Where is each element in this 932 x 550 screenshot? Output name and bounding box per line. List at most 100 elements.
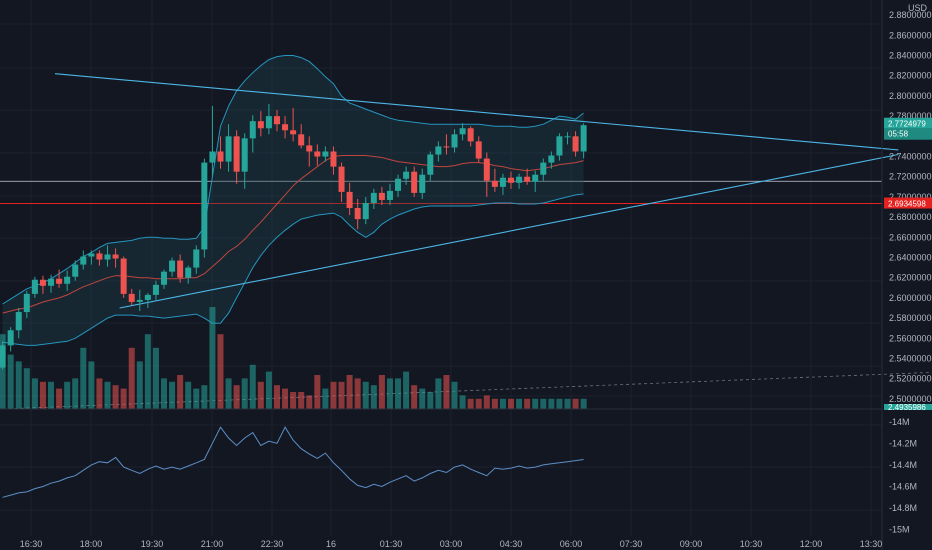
candle bbox=[346, 182, 353, 216]
candle-body bbox=[306, 145, 313, 152]
time-tick-label: 04:30 bbox=[500, 539, 523, 549]
candle-body bbox=[152, 284, 159, 295]
price-tick-label: 2.8000000 bbox=[889, 91, 932, 101]
volume-bar bbox=[386, 378, 393, 409]
volume-bar bbox=[48, 381, 55, 409]
volume-bar bbox=[273, 385, 280, 409]
candle bbox=[128, 288, 135, 305]
price-tick-label: 2.6400000 bbox=[889, 253, 932, 263]
price-tick-label: 2.6800000 bbox=[889, 212, 932, 222]
price-tick-label: 2.8400000 bbox=[889, 51, 932, 61]
candle bbox=[249, 115, 256, 153]
candle-body bbox=[112, 254, 119, 259]
volume-bar bbox=[152, 347, 159, 409]
candle bbox=[395, 174, 402, 197]
candle-body bbox=[483, 158, 490, 181]
candle bbox=[419, 168, 426, 199]
candle-body bbox=[128, 293, 135, 302]
volume-bar bbox=[56, 388, 63, 409]
bollinger-lower bbox=[2, 193, 584, 346]
price-tick-label: 2.8200000 bbox=[889, 71, 932, 81]
candle-body bbox=[0, 345, 6, 368]
dashed-trendline[interactable] bbox=[2, 363, 932, 410]
volume-bar bbox=[39, 381, 46, 409]
candle-body bbox=[7, 330, 14, 346]
candle-body bbox=[201, 162, 208, 250]
candle bbox=[217, 136, 224, 169]
candle-body bbox=[386, 190, 393, 200]
candle bbox=[104, 245, 111, 267]
trendline-1[interactable] bbox=[55, 73, 899, 151]
candle-body bbox=[330, 151, 337, 167]
candle-body bbox=[395, 178, 402, 191]
candle-body bbox=[104, 254, 111, 260]
trendlines[interactable] bbox=[2, 73, 932, 410]
volume-bar bbox=[282, 388, 289, 409]
volume-bar bbox=[395, 378, 402, 409]
volume-bar bbox=[23, 368, 30, 409]
time-tick-label: 22:30 bbox=[261, 539, 284, 549]
trendline-2[interactable] bbox=[119, 153, 899, 309]
volume-bar bbox=[161, 378, 167, 409]
candle-body bbox=[516, 176, 523, 183]
candle bbox=[306, 136, 313, 167]
candle bbox=[209, 106, 216, 177]
indicator-tick-label: -14.6M bbox=[889, 481, 917, 491]
volume-bar bbox=[346, 375, 353, 409]
volume-bar bbox=[580, 398, 587, 409]
candle-body bbox=[265, 116, 272, 129]
price-axis[interactable]: 2.8800000 2.8600000 2.8400000 2.8200000 2.80… bbox=[889, 10, 932, 404]
volume-bar bbox=[564, 398, 571, 409]
volume-bar bbox=[209, 307, 216, 409]
candle bbox=[411, 166, 418, 197]
candle bbox=[64, 270, 71, 291]
last-price-badge bbox=[884, 117, 932, 129]
price-tick-label: 2.6600000 bbox=[889, 232, 932, 242]
indicator-tick-label: -14.4M bbox=[889, 460, 917, 470]
volume-bar bbox=[532, 398, 539, 409]
candle-body bbox=[443, 146, 450, 148]
volume-bar bbox=[96, 378, 103, 409]
volume-bar bbox=[136, 361, 143, 409]
candle-body bbox=[475, 141, 482, 159]
volume-bar bbox=[540, 398, 547, 409]
candle bbox=[161, 269, 167, 289]
volume-bar bbox=[451, 381, 458, 409]
candle-body bbox=[508, 177, 515, 183]
candle-body bbox=[31, 279, 38, 294]
candle-body bbox=[241, 138, 248, 172]
volume-bar bbox=[120, 388, 127, 409]
candle bbox=[112, 248, 119, 268]
candle bbox=[467, 126, 474, 147]
candle bbox=[451, 129, 458, 153]
candle-body bbox=[120, 258, 127, 294]
candle bbox=[273, 110, 280, 132]
candle-body bbox=[499, 177, 506, 187]
volume-bar bbox=[298, 392, 305, 409]
candle bbox=[532, 170, 539, 192]
countdown-badge bbox=[884, 128, 932, 140]
time-axis[interactable]: 16:30 18:00 19:30 21:00 22:30 16 01:30 03:00 04:… bbox=[20, 539, 883, 549]
volume-bar bbox=[314, 375, 321, 409]
candle-body bbox=[362, 202, 369, 220]
red-level-text: 2.6934598 bbox=[888, 200, 926, 209]
candle-body bbox=[233, 136, 240, 172]
price-tick-label: 2.5800000 bbox=[889, 313, 932, 323]
candle bbox=[322, 146, 329, 162]
candle-body bbox=[548, 155, 555, 163]
volume-bar bbox=[185, 381, 192, 409]
volume-bar bbox=[177, 375, 184, 409]
time-tick-label: 12:00 bbox=[800, 539, 823, 549]
price-tick-label: 2.8600000 bbox=[889, 30, 932, 40]
volume-bar bbox=[338, 381, 345, 409]
price-tick-label: 2.8800000 bbox=[889, 10, 932, 20]
volume-bar bbox=[233, 385, 240, 409]
candle-body bbox=[193, 249, 200, 268]
price-tick-label: 2.5000000 bbox=[889, 394, 932, 404]
candle bbox=[39, 275, 46, 294]
candle bbox=[169, 257, 176, 277]
indicator-axis[interactable]: -14M -14.2M -14.4M -14.6M -14.8M -15M bbox=[889, 417, 917, 535]
candle-body bbox=[346, 191, 353, 209]
candle-body bbox=[161, 271, 167, 285]
